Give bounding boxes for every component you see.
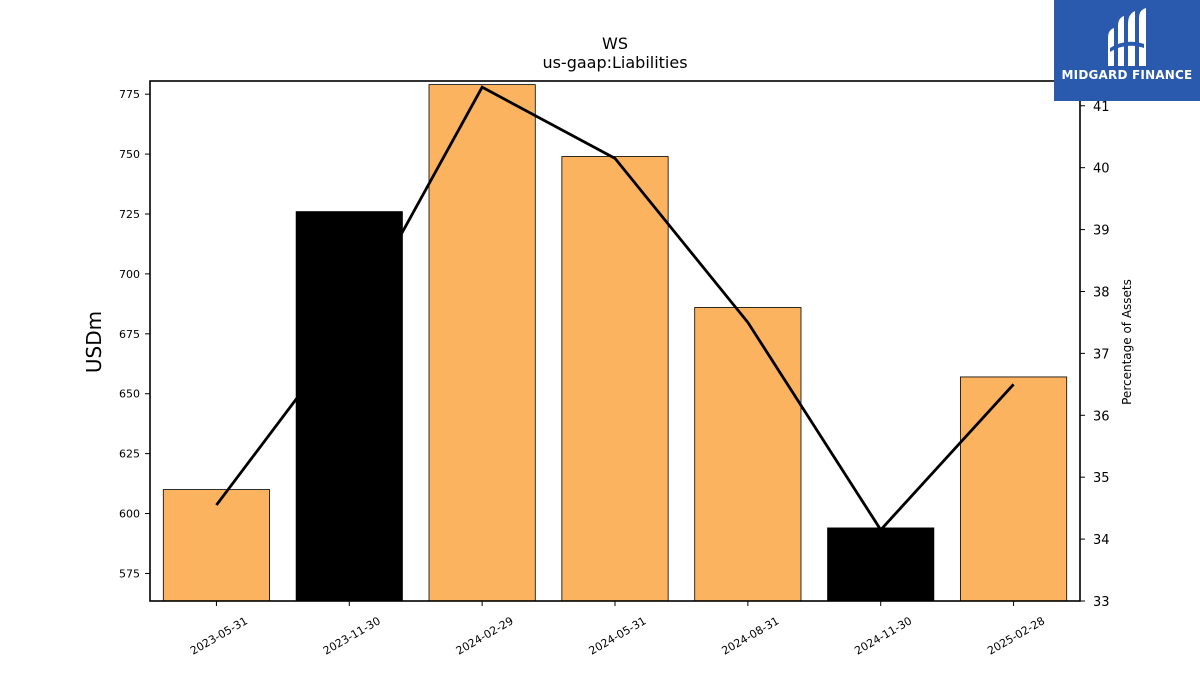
x-tick-label: 2024-11-30 xyxy=(852,614,914,657)
y-tick-label: 600 xyxy=(119,508,140,521)
y2-tick-label: 34 xyxy=(1093,533,1110,548)
bar xyxy=(694,307,802,601)
y-tick-label: 625 xyxy=(119,448,140,461)
bar xyxy=(561,156,669,601)
y2-tick-label: 37 xyxy=(1093,347,1110,362)
plot-area: 575 600 625 650 675 700 725 750 775 33 34 35 36 37 38 3… xyxy=(119,80,1110,658)
chart-subtitle: us-gaap:Liabilities xyxy=(542,53,687,72)
x-tick-label: 2024-05-31 xyxy=(587,614,649,657)
y-tick-label: 725 xyxy=(119,208,140,221)
y2-tick-label: 36 xyxy=(1093,409,1110,424)
y-tick-label: 675 xyxy=(119,328,140,341)
logo-mark-icon xyxy=(1108,8,1146,66)
y-tick-label: 750 xyxy=(119,148,140,161)
chart-title: WS xyxy=(602,34,628,53)
bar xyxy=(295,211,403,601)
bar xyxy=(960,376,1068,601)
y2-tick-label: 39 xyxy=(1093,224,1110,239)
x-tick-label: 2023-05-31 xyxy=(188,614,250,657)
x-tick-label: 2024-02-29 xyxy=(454,614,516,657)
x-tick-label: 2023-11-30 xyxy=(321,614,383,657)
y2-tick-label: 35 xyxy=(1093,471,1110,486)
bar xyxy=(162,489,270,601)
y2-axis-label: Percentage of Assets xyxy=(1120,279,1134,405)
y-tick-label: 650 xyxy=(119,388,140,401)
y-tick-label: 700 xyxy=(119,268,140,281)
percentage-line xyxy=(215,85,1015,533)
y2-tick-label: 40 xyxy=(1093,162,1110,177)
x-tick-label: 2025-02-28 xyxy=(985,614,1047,657)
y-axis-label: USDm xyxy=(82,311,106,373)
y-tick-label: 775 xyxy=(119,88,140,101)
y2-tick-label: 41 xyxy=(1093,100,1110,115)
y2-tick-label: 33 xyxy=(1093,595,1110,610)
bar xyxy=(428,84,536,601)
y-tick-label: 575 xyxy=(119,567,140,580)
bar xyxy=(827,527,935,601)
bar-series xyxy=(162,84,1068,601)
midgard-finance-logo: MIDGARD FINANCE xyxy=(1054,0,1200,101)
y2-tick-label: 38 xyxy=(1093,285,1110,300)
logo-text: MIDGARD FINANCE xyxy=(1061,68,1193,82)
x-tick-label: 2024-08-31 xyxy=(719,614,781,657)
line-series xyxy=(215,85,1015,533)
